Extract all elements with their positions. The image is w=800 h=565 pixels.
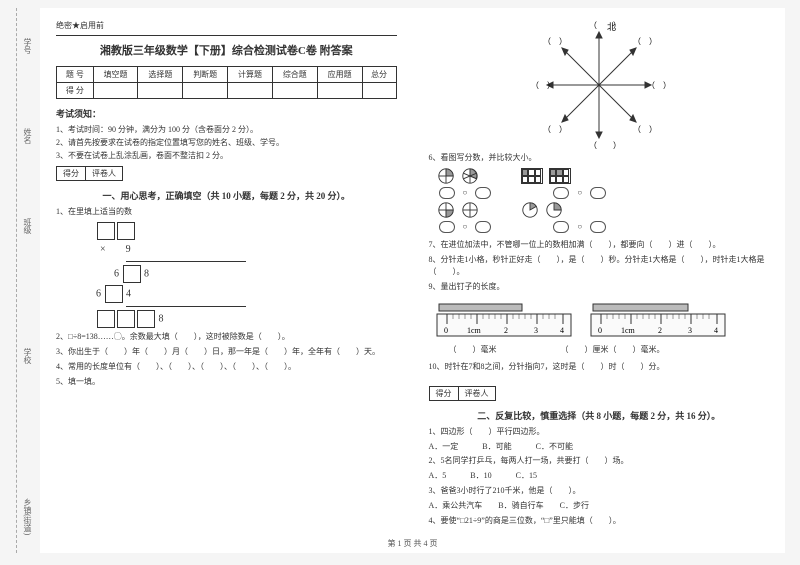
- q3: 3、你出生于（ ）年（ ）月（ ）日，那一年是（ ）年，全年有（ ）天。: [56, 346, 397, 359]
- svg-text:（ ）: （ ）: [531, 81, 555, 90]
- s2q1: 1、四边形（ ）平行四边形。: [429, 426, 770, 439]
- notice-list: 1、考试时间：90 分钟，满分为 100 分（含卷面分 2 分）。 2、请首先按…: [56, 124, 397, 162]
- q7: 7、在进位加法中，不管哪一位上的数相加满（ ），都要向（ ）进（ ）。: [429, 239, 770, 252]
- mult-problem: × 9 6 8 6 4 8: [96, 221, 397, 329]
- secrecy-note: 绝密★启用前: [56, 20, 397, 31]
- paper-title: 湘教版三年级数学【下册】综合检测试卷C卷 附答案: [56, 42, 397, 58]
- svg-text:0: 0: [598, 326, 602, 335]
- score-table: 题 号 填空题 选择题 判断题 计算题 综合题 应用题 总分 得 分: [56, 66, 397, 99]
- s2q3-opts: A．乘公共汽车 B．骑自行车 C．步行: [429, 500, 770, 513]
- q6: 6、看图写分数，并比较大小。: [429, 152, 770, 165]
- svg-text:北: 北: [607, 22, 616, 32]
- svg-text:0: 0: [444, 326, 448, 335]
- q1: 1、在里填上适当的数: [56, 206, 397, 219]
- bind-label: 乡镇(街道): [22, 498, 33, 535]
- svg-text:（ ）: （ ）: [633, 37, 657, 46]
- notice-heading: 考试须知：: [56, 107, 397, 120]
- page-footer: 第 1 页 共 4 页: [40, 538, 785, 549]
- svg-text:4: 4: [560, 326, 564, 335]
- svg-text:1cm: 1cm: [467, 326, 482, 335]
- q9: 9、量出钉子的长度。: [429, 281, 770, 294]
- s2q1-opts: A．一定 B．可能 C．不可能: [429, 441, 770, 454]
- bind-label: 学号: [22, 38, 33, 54]
- score-box: 得分评卷人: [56, 166, 123, 181]
- svg-text:4: 4: [714, 326, 718, 335]
- right-column: （ ） 北 （ ） （ ） （ ） （ ） （ ） （ ） （ ） 6、看图写分…: [413, 8, 786, 553]
- svg-text:3: 3: [688, 326, 692, 335]
- q10: 10、时针在7和8之间，分针指向7，这时是（ ）时（ ）分。: [429, 361, 770, 374]
- section1-heading: 一、用心思考，正确填空（共 10 小题，每题 2 分，共 20 分）。: [56, 189, 397, 202]
- s2q4: 4、要使“□21÷9”的商是三位数，“□”里只能填（ ）。: [429, 515, 770, 528]
- svg-text:2: 2: [658, 326, 662, 335]
- svg-text:（ ）: （ ）: [647, 81, 669, 90]
- svg-text:（ ）: （ ）: [543, 37, 567, 46]
- section2-heading: 二、反复比较，慎重选择（共 8 小题，每题 2 分，共 16 分）。: [429, 409, 770, 422]
- s2q2: 2、5名同学打乒乓，每两人打一场，共要打（ ）场。: [429, 455, 770, 468]
- fraction-rows: ○ ○ ○ ○: [437, 167, 770, 233]
- q4: 4、常用的长度单位有（ ）、（ ）、（ ）、（ ）、（ ）。: [56, 361, 397, 374]
- s2q3: 3、爸爸3小时行了210千米，他是（ ）。: [429, 485, 770, 498]
- svg-text:（ ）: （ ）: [543, 125, 567, 134]
- bind-label: 姓名: [22, 128, 33, 144]
- svg-text:1cm: 1cm: [621, 326, 636, 335]
- svg-text:（ ）: （ ）: [589, 141, 621, 150]
- s2q2-opts: A．5 B．10 C．15: [429, 470, 770, 483]
- rulers: 0 1cm 2 3 4 0 1cm 2 3 4: [429, 296, 770, 344]
- bind-label: 班级: [22, 218, 33, 234]
- ruler-ans1: （ ）毫米: [449, 345, 497, 354]
- svg-text:（ ）: （ ）: [589, 21, 621, 30]
- bind-label: 学校: [22, 348, 33, 364]
- q5: 5、填一填。: [56, 376, 397, 389]
- score-box-2: 得分评卷人: [429, 386, 496, 401]
- compass-diagram: （ ） 北 （ ） （ ） （ ） （ ） （ ） （ ） （ ）: [529, 20, 669, 150]
- svg-text:3: 3: [534, 326, 538, 335]
- left-column: 绝密★启用前 湘教版三年级数学【下册】综合检测试卷C卷 附答案 题 号 填空题 …: [40, 8, 413, 553]
- svg-text:2: 2: [504, 326, 508, 335]
- ruler-ans2: （ ）厘米（ ）毫米。: [561, 345, 665, 354]
- q8: 8、分针走1小格，秒针正好走（ ），是（ ）秒。分针走1大格是（ ），时针走1大…: [429, 254, 770, 280]
- q2: 2、□÷8=138……◯。余数最大填（ ），这时被除数是（ ）。: [56, 331, 397, 344]
- svg-text:（ ）: （ ）: [633, 125, 657, 134]
